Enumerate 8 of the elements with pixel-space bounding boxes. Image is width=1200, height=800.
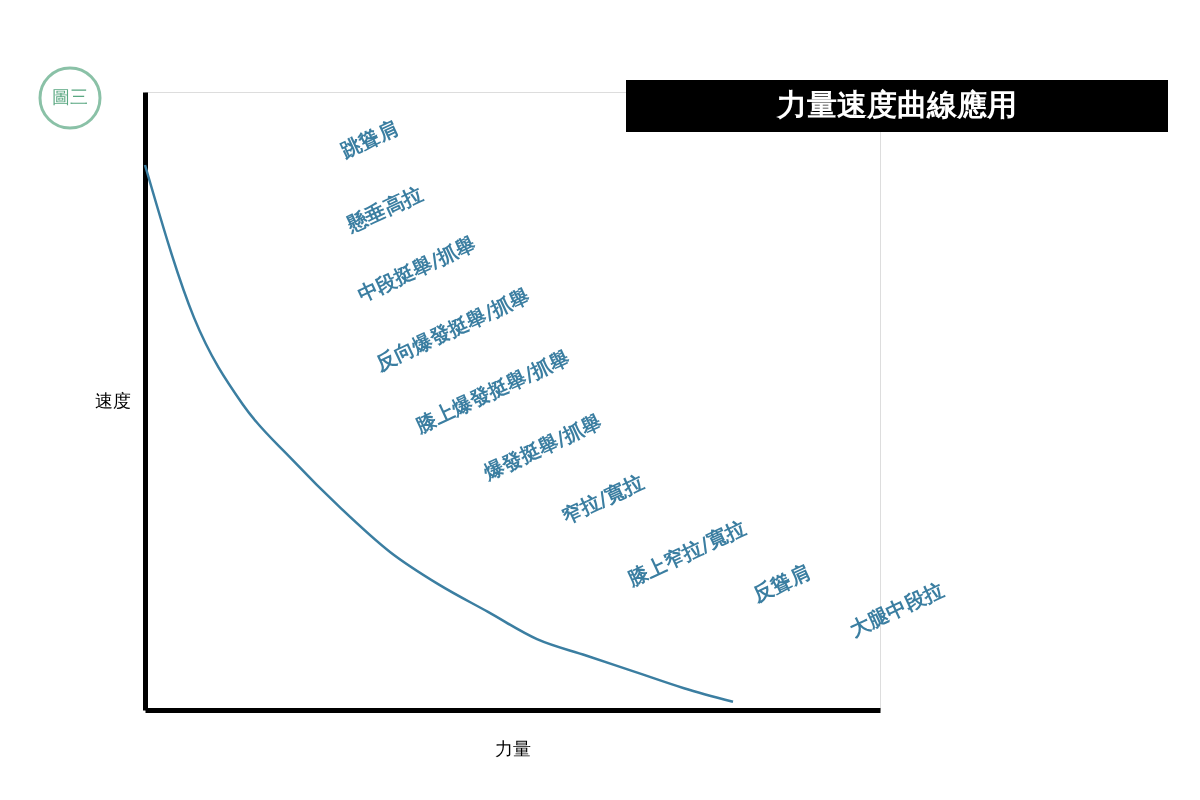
annotation: 大腿中段拉 [846,577,947,642]
y-axis-title: 速度 [94,389,131,411]
annotation: 懸垂高拉 [342,181,426,238]
text: 跳聳肩 [336,115,402,164]
x-axis-title: 力量 [495,737,531,759]
text: 圖三 [52,86,88,107]
chart-title: 力量速度曲線應用 [776,87,1017,122]
annotation: 反聳肩 [748,559,814,608]
